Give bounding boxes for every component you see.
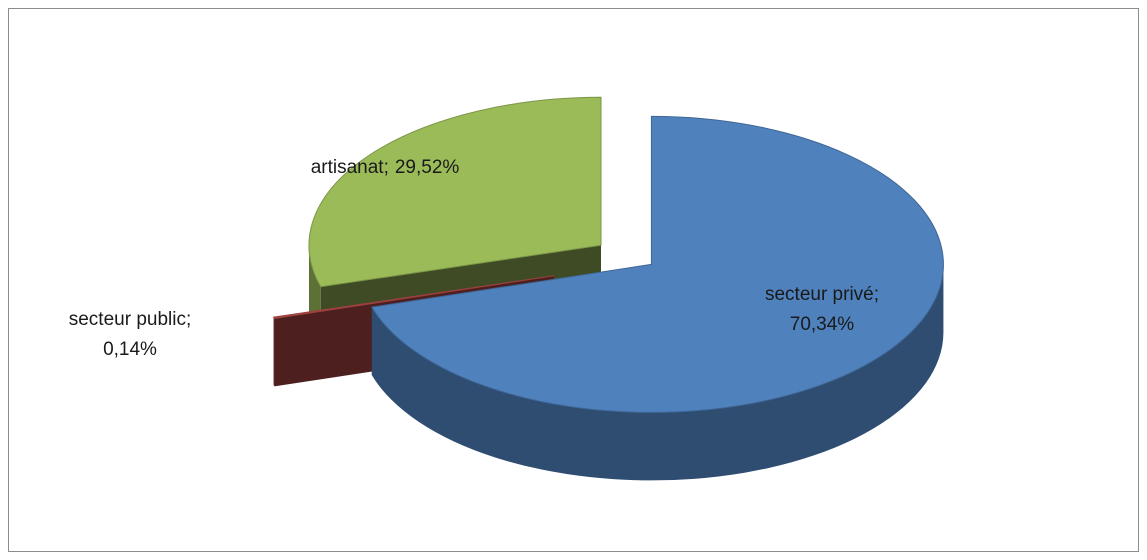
slice-side: [273, 317, 275, 387]
slice: [371, 115, 944, 481]
label-category: secteur privé: [765, 284, 874, 305]
label-separator: ;: [186, 309, 191, 330]
slice-top: [371, 115, 944, 413]
label-value: 29,52%: [395, 157, 460, 178]
data-label: artisanat; 29,52%: [311, 157, 460, 178]
label-value: 0,14%: [103, 339, 157, 360]
slice-top: [272, 275, 554, 319]
label-category: secteur public: [69, 309, 186, 330]
label-value: 70,34%: [790, 314, 855, 335]
slice-side: [371, 264, 944, 481]
label-separator: ;: [874, 284, 879, 305]
data-label: secteur privé; 70,34%: [765, 284, 879, 335]
label-separator: ;: [384, 157, 389, 178]
label-category: artisanat: [311, 157, 385, 178]
data-label: secteur public; 0,14%: [69, 309, 192, 360]
slice-top: [308, 96, 602, 288]
